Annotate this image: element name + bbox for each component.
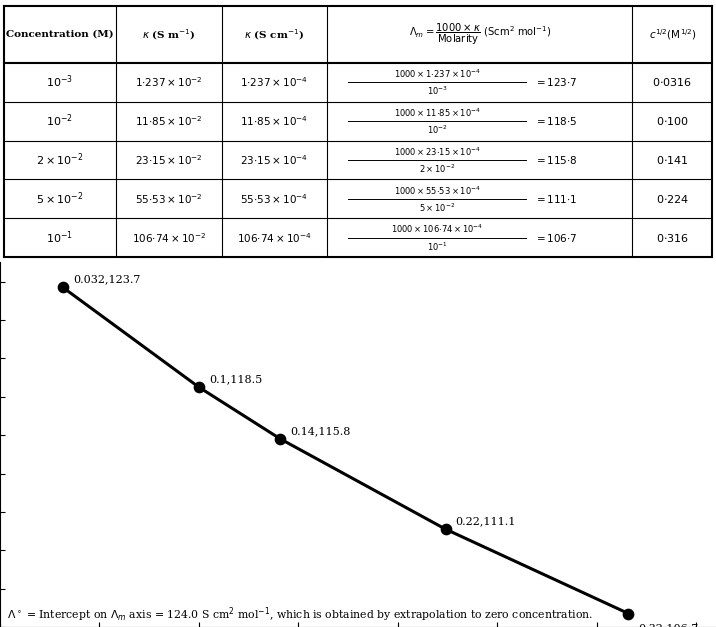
Text: $\kappa$ (S cm$^{-1}$): $\kappa$ (S cm$^{-1}$) xyxy=(244,27,304,42)
Text: $5\times10^{-2}$: $5\times10^{-2}$ xyxy=(419,201,455,214)
Text: $0{\cdot}316$: $0{\cdot}316$ xyxy=(656,232,689,244)
Text: $0{\cdot}224$: $0{\cdot}224$ xyxy=(656,193,689,205)
Text: $2\times10^{-2}$: $2\times10^{-2}$ xyxy=(419,162,455,175)
Point xyxy=(440,524,451,534)
Text: $1000\times23{\cdot}15\times10^{-4}$: $1000\times23{\cdot}15\times10^{-4}$ xyxy=(394,145,480,157)
Text: $\Lambda_m = \dfrac{1000\times\kappa}{\mathrm{Molarity}}\ (\mathrm{Scm^2\ mol^{-: $\Lambda_m = \dfrac{1000\times\kappa}{\m… xyxy=(409,22,551,47)
Text: $106{\cdot}74 \times 10^{-2}$: $106{\cdot}74 \times 10^{-2}$ xyxy=(132,231,206,245)
Text: $1{\cdot}237 \times 10^{-4}$: $1{\cdot}237 \times 10^{-4}$ xyxy=(241,75,309,89)
Text: 0.22,111.1: 0.22,111.1 xyxy=(455,517,516,526)
Text: $10^{-2}$: $10^{-2}$ xyxy=(427,124,448,136)
Text: $\kappa$ (S m$^{-1}$): $\kappa$ (S m$^{-1}$) xyxy=(142,27,196,42)
Text: 0.032,123.7: 0.032,123.7 xyxy=(73,275,140,285)
Text: $0{\cdot}141$: $0{\cdot}141$ xyxy=(656,154,689,166)
Text: 0.1,118.5: 0.1,118.5 xyxy=(209,374,262,384)
Text: $c^{1/2}(\mathrm{M^{1/2}})$: $c^{1/2}(\mathrm{M^{1/2}})$ xyxy=(649,27,697,42)
Text: $11{\cdot}85 \times 10^{-2}$: $11{\cdot}85 \times 10^{-2}$ xyxy=(135,114,203,128)
Text: $=123{\cdot}7$: $=123{\cdot}7$ xyxy=(534,76,578,88)
Point xyxy=(275,434,286,444)
Text: $55{\cdot}53 \times 10^{-2}$: $55{\cdot}53 \times 10^{-2}$ xyxy=(135,192,203,206)
Text: $1000\times106{\cdot}74\times10^{-4}$: $1000\times106{\cdot}74\times10^{-4}$ xyxy=(391,223,483,236)
Text: $10^{-1}$: $10^{-1}$ xyxy=(427,240,448,253)
Text: $1{\cdot}237 \times 10^{-2}$: $1{\cdot}237 \times 10^{-2}$ xyxy=(135,75,203,89)
Text: $106{\cdot}74 \times 10^{-4}$: $106{\cdot}74 \times 10^{-4}$ xyxy=(237,231,311,245)
Text: $10^{-3}$: $10^{-3}$ xyxy=(47,74,74,90)
Text: $55{\cdot}53 \times 10^{-4}$: $55{\cdot}53 \times 10^{-4}$ xyxy=(241,192,309,206)
Text: $23{\cdot}15 \times 10^{-2}$: $23{\cdot}15 \times 10^{-2}$ xyxy=(135,153,203,167)
Text: $2 \times 10^{-2}$: $2 \times 10^{-2}$ xyxy=(36,152,84,168)
Text: $=106{\cdot}7$: $=106{\cdot}7$ xyxy=(534,232,578,244)
Text: $\Lambda^\circ$ = Intercept on $\Lambda_m$ axis = 124.0 S cm$^2$ mol$^{-1}$, whi: $\Lambda^\circ$ = Intercept on $\Lambda_… xyxy=(7,605,593,624)
Text: $11{\cdot}85 \times 10^{-4}$: $11{\cdot}85 \times 10^{-4}$ xyxy=(241,114,309,128)
Text: $=118{\cdot}5$: $=118{\cdot}5$ xyxy=(534,115,578,127)
Text: $=115{\cdot}8$: $=115{\cdot}8$ xyxy=(534,154,578,166)
Text: $0{\cdot}0316$: $0{\cdot}0316$ xyxy=(652,76,692,88)
Point xyxy=(57,282,69,292)
Text: $0{\cdot}100$: $0{\cdot}100$ xyxy=(656,115,689,127)
Text: $23{\cdot}15 \times 10^{-4}$: $23{\cdot}15 \times 10^{-4}$ xyxy=(241,153,309,167)
Text: $5 \times 10^{-2}$: $5 \times 10^{-2}$ xyxy=(36,191,84,207)
Text: Concentration (M): Concentration (M) xyxy=(6,30,114,39)
Text: $1000\times11{\cdot}85\times10^{-4}$: $1000\times11{\cdot}85\times10^{-4}$ xyxy=(394,106,480,119)
Text: $1000\times1{\cdot}237\times10^{-4}$: $1000\times1{\cdot}237\times10^{-4}$ xyxy=(394,67,480,80)
Text: $10^{-2}$: $10^{-2}$ xyxy=(47,113,73,129)
Text: 0.32,106.7: 0.32,106.7 xyxy=(639,623,699,627)
Text: $10^{-3}$: $10^{-3}$ xyxy=(427,85,448,97)
Text: 0.14,115.8: 0.14,115.8 xyxy=(291,426,351,436)
Point xyxy=(193,382,205,392)
Text: $10^{-1}$: $10^{-1}$ xyxy=(47,229,74,246)
Text: $1000\times55{\cdot}53\times10^{-4}$: $1000\times55{\cdot}53\times10^{-4}$ xyxy=(394,184,480,196)
Text: $=111{\cdot}1$: $=111{\cdot}1$ xyxy=(534,193,578,205)
Point xyxy=(623,609,634,619)
